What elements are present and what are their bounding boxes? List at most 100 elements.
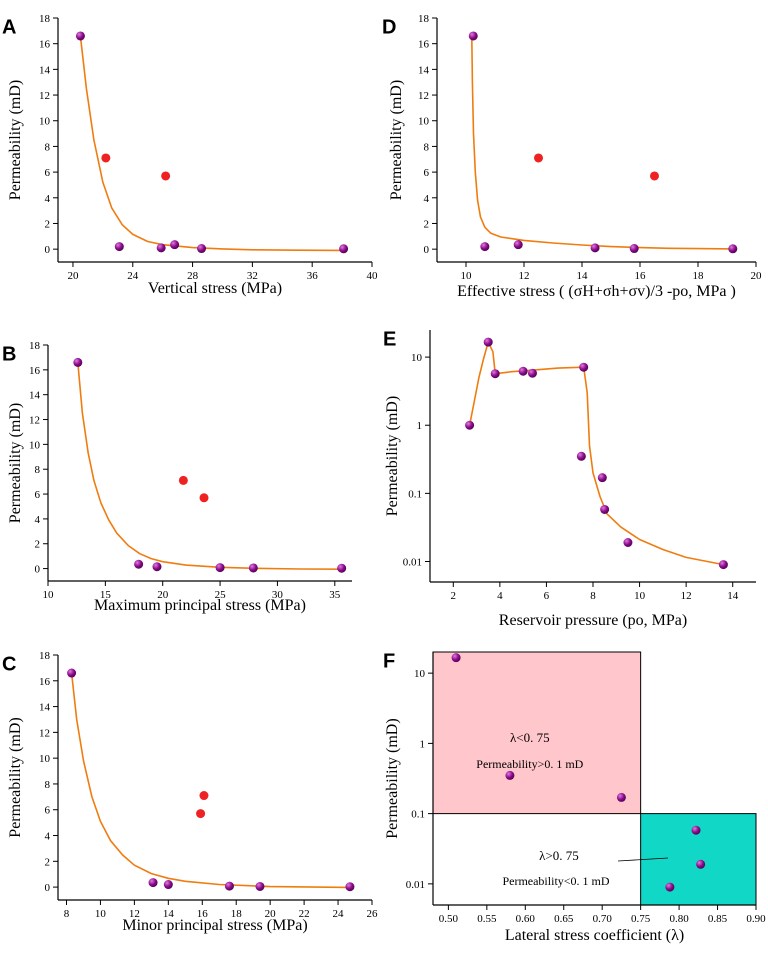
y-tick-label: 2 — [35, 539, 41, 551]
data-point — [73, 357, 83, 367]
y-tick-label: 10 — [39, 753, 51, 765]
x-tick-label: 40 — [367, 270, 379, 282]
y-tick-label: 16 — [39, 676, 51, 688]
x-tick-label: 0.90 — [746, 913, 766, 925]
x-tick-label: 10 — [634, 590, 646, 602]
data-point — [490, 369, 500, 379]
y-tick-label: 16 — [29, 365, 41, 377]
y-tick-label: 6 — [424, 167, 430, 179]
fit-curve — [70, 673, 350, 889]
x-tick-label: 15 — [100, 589, 112, 601]
y-tick-label: 8 — [424, 141, 430, 153]
data-point — [197, 244, 207, 254]
x-tick-label: 32 — [247, 270, 258, 282]
data-point — [590, 243, 600, 253]
y-tick-label: 10 — [411, 352, 423, 364]
region-annotation-condition: λ<0. 75 — [510, 730, 550, 745]
y-tick-label: 16 — [418, 39, 430, 51]
x-tick-label: 0.85 — [708, 913, 728, 925]
x-tick-label: 0.75 — [631, 913, 651, 925]
y-tick-label: 14 — [29, 390, 41, 402]
x-tick-label: 36 — [307, 270, 319, 282]
data-point — [163, 880, 173, 890]
y-tick-label: 12 — [29, 415, 40, 427]
y-tick-label: 8 — [45, 779, 51, 791]
x-axis-label: Effective stress ( (σH+σh+σv)/3 -po, MPa… — [457, 283, 736, 300]
y-tick-label: 10 — [29, 439, 41, 451]
data-point — [728, 244, 738, 254]
x-tick-label: 10 — [461, 270, 473, 282]
panel-b: B 10 15 20 25 30 35 0 2 4 6 8 10 12 14 16 18 Maximum prin… — [2, 340, 352, 614]
x-tick-label: 20 — [265, 908, 277, 920]
y-tick-label: 12 — [39, 727, 50, 739]
panel-f: Fλ<0. 75 Permeability>0. 1 mD λ>0. 75 Perme… — [383, 651, 766, 944]
outlier-point — [199, 791, 209, 801]
data-point — [215, 563, 225, 573]
x-tick-label: 0.60 — [516, 913, 536, 925]
y-tick-label: 2 — [424, 218, 430, 230]
data-point — [480, 242, 490, 252]
x-tick-label: 12 — [519, 270, 530, 282]
outlier-point — [650, 171, 659, 181]
data-point — [665, 882, 675, 892]
panel-e: E 2 4 6 8 10 12 14 0.01 0.1 1 10 Reservoir pressure … — [383, 329, 756, 629]
x-tick-label: 20 — [751, 270, 763, 282]
data-point — [156, 243, 166, 253]
y-tick-label: 18 — [39, 650, 51, 662]
x-axis-label: Lateral stress coefficient (λ) — [505, 927, 684, 944]
data-point — [255, 881, 265, 891]
y-tick-label: 0.01 — [403, 556, 422, 568]
outlier-point — [534, 153, 543, 163]
x-tick-label: 10 — [95, 908, 107, 920]
y-tick-label: 6 — [35, 489, 41, 501]
panel-letter: E — [383, 329, 396, 351]
y-tick-label: 4 — [45, 193, 51, 205]
y-tick-label: 4 — [35, 514, 41, 526]
y-axis-label: Permeability (mD) — [7, 717, 24, 837]
x-tick-label: 0.55 — [477, 913, 497, 925]
y-tick-label: 10 — [418, 116, 430, 128]
y-tick-label: 1 — [420, 738, 426, 750]
annotation-pointer — [617, 857, 669, 862]
y-axis-label: Permeability (mD) — [7, 403, 24, 523]
x-tick-label: 24 — [333, 908, 345, 920]
data-point — [67, 668, 77, 678]
y-tick-label: 6 — [45, 805, 51, 817]
y-tick-label: 18 — [418, 13, 430, 25]
x-tick-label: 16 — [197, 908, 209, 920]
outlier-point — [178, 475, 188, 485]
x-tick-label: 20 — [67, 270, 79, 282]
y-tick-label: 18 — [29, 340, 41, 352]
y-tick-label: 4 — [424, 193, 430, 205]
x-tick-label: 0.70 — [593, 913, 613, 925]
x-axis-label: Vertical stress (MPa) — [148, 280, 282, 297]
y-axis-label: Permeability (mD) — [384, 718, 401, 838]
region-annotation-label: Permeability>0. 1 mD — [476, 757, 583, 771]
data-point — [483, 337, 493, 347]
data-point — [600, 504, 610, 514]
x-tick-label: 14 — [577, 270, 589, 282]
fit-curve — [471, 37, 733, 250]
x-tick-label: 8 — [590, 590, 596, 602]
x-tick-label: 0.50 — [439, 913, 459, 925]
x-axis-label: Minor principal stress (MPa) — [122, 917, 307, 934]
x-tick-label: 10 — [43, 589, 55, 601]
y-tick-label: 12 — [39, 90, 50, 102]
fit-curve — [79, 35, 344, 252]
x-tick-label: 16 — [635, 270, 647, 282]
y-tick-label: 2 — [45, 218, 51, 230]
x-tick-label: 18 — [693, 270, 705, 282]
y-tick-label: 0.01 — [406, 879, 425, 891]
panel-letter: D — [382, 17, 396, 39]
fit-curve — [468, 341, 724, 566]
x-tick-label: 0.65 — [554, 913, 574, 925]
y-axis-label: Permeability (mD) — [7, 80, 24, 200]
data-point — [339, 244, 349, 254]
y-axis-label: Permeability (mD) — [384, 396, 401, 516]
panel-letter: C — [2, 654, 16, 676]
y-tick-label: 14 — [418, 64, 430, 76]
x-tick-label: 14 — [727, 590, 739, 602]
